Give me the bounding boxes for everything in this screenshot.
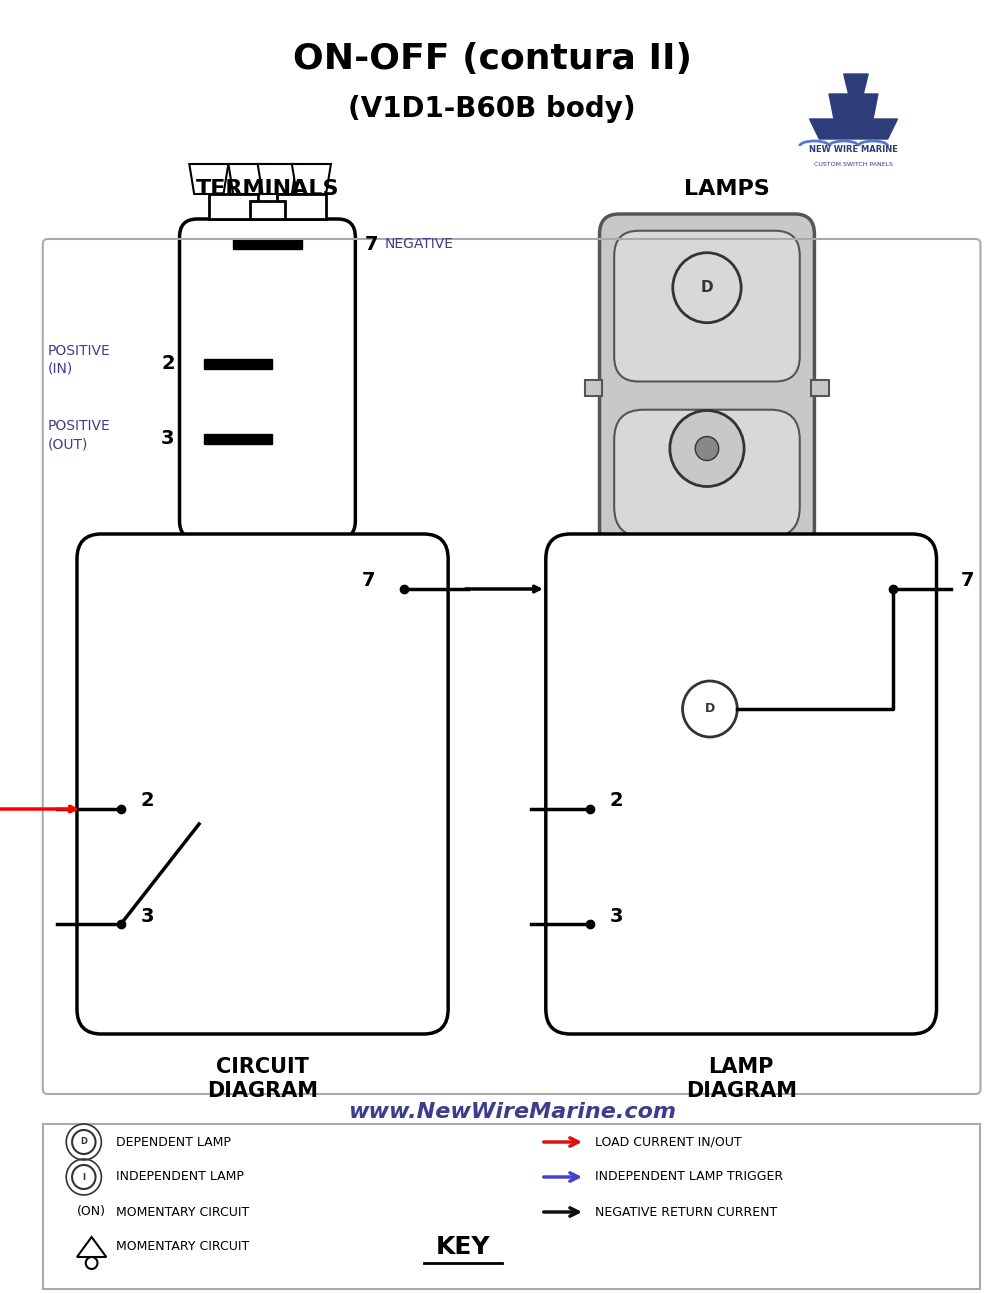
Polygon shape [228,564,267,594]
Bar [209,194,258,219]
Polygon shape [829,94,878,119]
Circle shape [72,1130,96,1154]
Text: INDEPENDENT LAMP: INDEPENDENT LAMP [116,1171,244,1184]
Circle shape [695,436,719,461]
Text: KEY: KEY [435,1234,490,1259]
Circle shape [670,410,744,487]
Text: D: D [701,281,713,295]
Text: 3: 3 [140,907,154,925]
Text: LAMP
DIAGRAM: LAMP DIAGRAM [686,1057,797,1101]
Text: TERMINALS: TERMINALS [196,179,339,199]
Polygon shape [189,164,228,194]
Text: MOMENTARY CIRCUIT: MOMENTARY CIRCUIT [116,1241,249,1254]
FancyBboxPatch shape [614,230,800,382]
Polygon shape [292,564,331,594]
Text: 3: 3 [161,430,175,449]
Text: I: I [82,1172,85,1181]
Text: POSITIVE: POSITIVE [48,344,110,358]
Text: INDEPENDENT LAMP TRIGGER: INDEPENDENT LAMP TRIGGER [595,1171,783,1184]
Text: NEGATIVE: NEGATIVE [385,237,454,251]
Text: (OUT): (OUT) [48,437,88,452]
FancyBboxPatch shape [180,219,355,540]
Text: 3: 3 [609,907,623,925]
Text: 7: 7 [365,234,379,254]
Text: 2: 2 [161,355,175,374]
Bar [209,540,258,564]
Bar [204,358,272,369]
Bar [204,433,272,444]
Bar [43,1124,980,1289]
Text: DEPENDENT LAMP: DEPENDENT LAMP [116,1136,231,1149]
Polygon shape [189,564,228,594]
Polygon shape [844,74,868,94]
Polygon shape [292,164,331,194]
Circle shape [86,1256,97,1269]
Polygon shape [77,1237,106,1256]
Polygon shape [258,164,297,194]
Polygon shape [258,564,297,594]
FancyBboxPatch shape [546,534,937,1034]
Text: 2: 2 [609,792,623,810]
Text: CIRCUIT
DIAGRAM: CIRCUIT DIAGRAM [207,1057,318,1101]
Bar [250,201,285,219]
Text: www.NewWireMarine.com: www.NewWireMarine.com [348,1102,676,1122]
Text: D: D [705,703,715,716]
Text: (V1D1-B60B body): (V1D1-B60B body) [348,94,636,123]
Text: POSITIVE: POSITIVE [48,419,110,433]
Bar [250,540,285,556]
Bar [585,380,602,396]
Text: CUSTOM SWITCH PANELS: CUSTOM SWITCH PANELS [814,162,893,167]
Circle shape [72,1165,96,1189]
Text: LOAD CURRENT IN/OUT: LOAD CURRENT IN/OUT [595,1136,741,1149]
FancyBboxPatch shape [614,410,800,537]
Text: NEW WIRE MARINE: NEW WIRE MARINE [809,145,898,154]
FancyBboxPatch shape [600,214,814,549]
Bar [811,380,829,396]
Circle shape [673,252,741,322]
Text: ON-OFF (contura II): ON-OFF (contura II) [293,41,692,76]
Polygon shape [810,119,897,138]
Text: LAMPS: LAMPS [684,179,769,199]
Text: NEGATIVE RETURN CURRENT: NEGATIVE RETURN CURRENT [595,1206,777,1219]
Bar [277,194,326,219]
Text: (IN): (IN) [48,362,73,377]
FancyBboxPatch shape [77,534,448,1034]
Text: (ON): (ON) [77,1206,106,1219]
Text: D: D [80,1137,87,1146]
Bar [277,540,326,564]
Bar [233,239,302,248]
Text: 2: 2 [140,792,154,810]
Text: MOMENTARY CIRCUIT: MOMENTARY CIRCUIT [116,1206,249,1219]
Text: 7: 7 [961,572,974,590]
Polygon shape [228,164,267,194]
Circle shape [683,681,737,738]
Text: 7: 7 [361,572,375,590]
